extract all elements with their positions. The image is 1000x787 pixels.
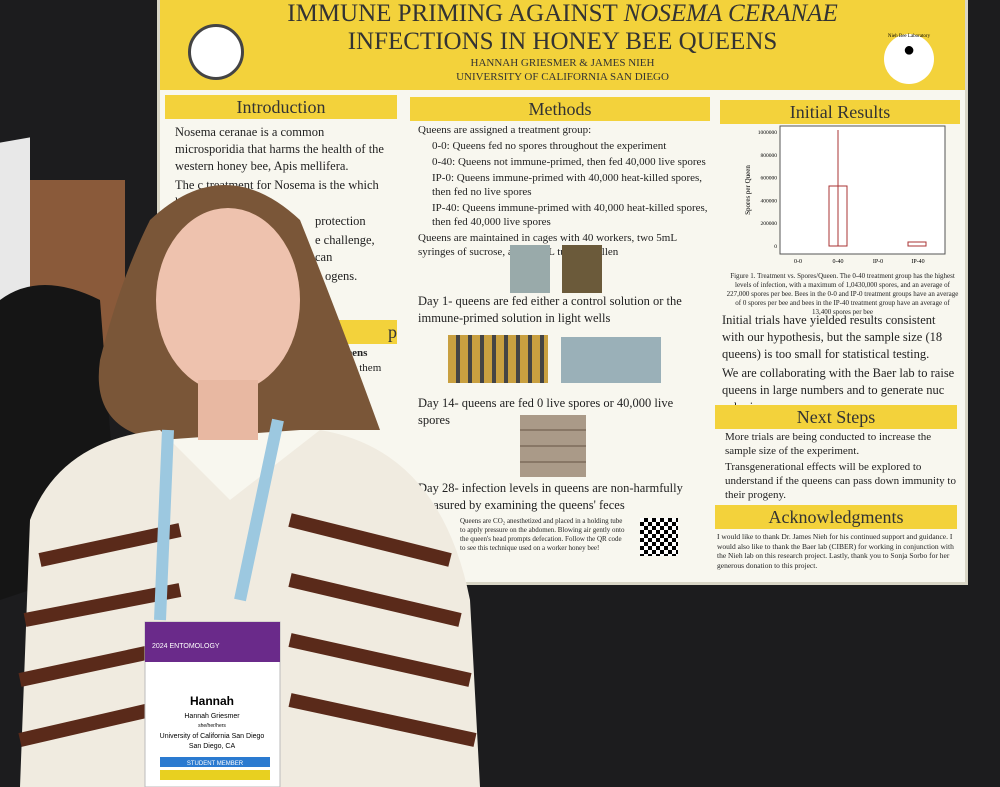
results-text: Initial trials have yielded results cons… — [722, 312, 958, 418]
photo-pollen — [562, 245, 602, 293]
bullet: IP-40: Queens immune-primed with 40,000 … — [432, 202, 708, 228]
neck — [198, 380, 258, 440]
photo-cage — [510, 245, 550, 293]
section-heading: Introduction — [165, 95, 397, 119]
badge-banner — [145, 622, 280, 662]
x-tick-label: IP-0 — [873, 259, 883, 265]
y-ticks: 1000000 800000 600000 400000 200000 0 — [758, 130, 778, 250]
badge-stripe — [160, 770, 270, 780]
title-line: INFECTIONS IN HONEY BEE QUEENS — [347, 28, 778, 55]
authors: HANNAH GRIESMER & JAMES NIEH — [470, 57, 655, 69]
box — [828, 185, 848, 247]
bullet: Transgenerational effects will be explor… — [725, 461, 956, 501]
university-seal — [188, 24, 244, 80]
y-tick-label: 200000 — [761, 221, 778, 227]
badge-text: STUDENT MEMBER — [187, 761, 244, 767]
bullet: 0-40: Queens not immune-primed, then fed… — [432, 156, 706, 168]
poster: IMMUNE PRIMING AGAINST NOSEMA CERANAE IN… — [160, 0, 965, 582]
step: Day 28- infection levels in queens are n… — [418, 481, 683, 512]
x-tick-label: 0-40 — [833, 259, 844, 265]
y-tick-label: 600000 — [761, 176, 778, 182]
badge-text: San Diego, CA — [189, 743, 236, 750]
title-text: IMMUNE PRIMING AGAINST — [287, 0, 624, 27]
photo-feces — [520, 415, 586, 477]
qr-code — [640, 518, 678, 556]
lab-logo: Nieh Bee Laboratory ● — [884, 34, 934, 84]
bullet: Initial trials have yielded results cons… — [722, 313, 943, 361]
title-italic: NOSEMA CERANAE — [623, 0, 838, 27]
lanyard — [154, 418, 284, 621]
x-tick-label: 0-0 — [794, 259, 802, 265]
next-steps-text: More trials are being conducted to incre… — [725, 430, 957, 504]
sweater-stripes — [18, 513, 477, 747]
affiliation: UNIVERSITY OF CALIFORNIA SAN DIEGO — [456, 71, 669, 83]
bullet: IP-0: Queens immune-primed with 40,000 h… — [432, 172, 703, 198]
y-tick-label: 1000000 — [758, 130, 778, 136]
face — [156, 208, 300, 392]
y-tick-label: 400000 — [761, 198, 778, 204]
photo-wells — [448, 335, 548, 383]
fragment: protection — [315, 214, 366, 228]
fragment: The c — [175, 178, 204, 192]
fragment: ogens. — [325, 269, 358, 283]
y-tick-label: 800000 — [761, 153, 778, 159]
badge-text: Hannah Griesmer — [184, 713, 240, 720]
section-heading: Acknowledgments — [715, 505, 957, 529]
plot-frame — [779, 125, 946, 255]
title: IMMUNE PRIMING AGAINST NOSEMA CERANAE — [160, 0, 965, 28]
badge-text: she/her/hers — [198, 723, 226, 729]
badge-name: Hannah — [190, 694, 234, 708]
step: Day 14- queens are fed 0 live spores or … — [418, 396, 674, 427]
x-tick-label: IP-40 — [911, 259, 924, 265]
step: Day 1- queens are fed either a control s… — [418, 294, 682, 325]
section-heading: Initial Results — [720, 100, 960, 124]
y-tick-label: 0 — [774, 244, 777, 250]
badge-text: University of California San Diego — [160, 733, 265, 740]
box-plot: Spores per Queen 1000000 800000 600000 4000… — [744, 125, 946, 265]
ack-text: I would like to thank Dr. James Nieh for… — [717, 532, 954, 570]
poster-header: IMMUNE PRIMING AGAINST NOSEMA CERANAE IN… — [160, 0, 965, 90]
box — [907, 241, 927, 247]
badge-event: 2024 ENTOMOLOGY — [152, 643, 220, 650]
caption: Figure 1. Treatment vs. Spores/Queen. Th… — [726, 272, 959, 316]
sweater — [20, 430, 480, 787]
logo-text: Nieh Bee Laboratory — [887, 34, 931, 39]
photo-queen — [561, 337, 661, 383]
bullet: Queens are assigned a treatment group: — [418, 124, 592, 136]
bullet: Nosema ceranae is a common microsporidia… — [175, 125, 384, 173]
bullet: More trials are being conducted to incre… — [725, 431, 932, 457]
x-ticks: 0-0 0-40 IP-0 IP-40 — [794, 259, 925, 265]
y-label: Spores per Queen — [744, 165, 752, 215]
section-heading: Methods — [410, 97, 710, 121]
bullet: 0-0: Queens fed no spores throughout the… — [432, 140, 667, 152]
section-heading: Next Steps — [715, 405, 957, 429]
caption: Queens are CO₂ anesthetized and placed i… — [460, 517, 625, 552]
badge-stripe — [160, 757, 270, 767]
fragment: e challenge, can — [315, 233, 375, 264]
